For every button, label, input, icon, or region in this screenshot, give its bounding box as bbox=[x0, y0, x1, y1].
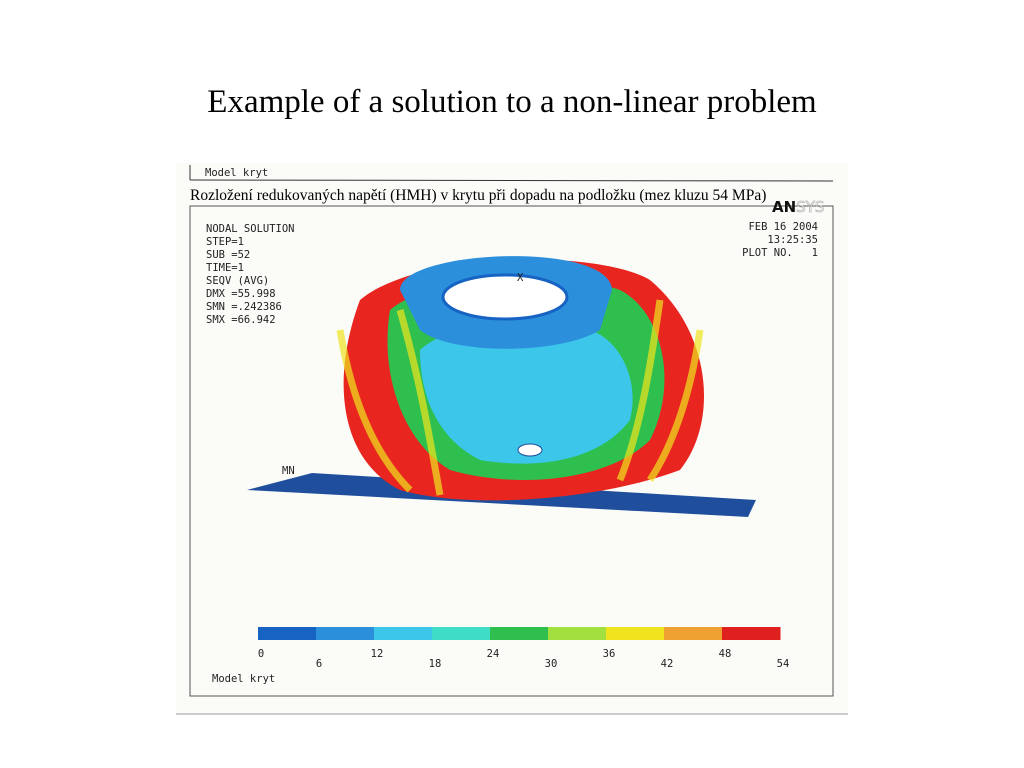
legend-label: 54 bbox=[777, 658, 790, 670]
legend-label: 42 bbox=[661, 658, 674, 670]
legend-label: 30 bbox=[545, 658, 558, 670]
top-hole bbox=[441, 273, 569, 321]
info-line: SMN =.242386 bbox=[206, 301, 282, 313]
legend-label: 48 bbox=[719, 648, 732, 660]
color-segment bbox=[432, 627, 491, 640]
body-zone bbox=[420, 324, 633, 464]
legend-label: 12 bbox=[371, 648, 384, 660]
logo-part: SYS bbox=[796, 198, 824, 216]
info-line: SMX =66.942 bbox=[206, 314, 276, 326]
bottom-hole bbox=[517, 443, 543, 457]
color-segment bbox=[606, 627, 665, 640]
logo: ANSYS bbox=[772, 198, 824, 216]
axis-label: X bbox=[517, 272, 524, 284]
date: FEB 16 2004 bbox=[748, 221, 818, 233]
color-legend: 0 6 12 18 24 30 36 42 48 54 bbox=[258, 627, 789, 670]
time: 13:25:35 bbox=[767, 234, 818, 246]
plot-frame bbox=[189, 205, 834, 697]
header-label: Model kryt bbox=[205, 167, 268, 179]
info-line: SEQV (AVG) bbox=[206, 275, 269, 287]
legend-label: 24 bbox=[487, 648, 500, 660]
legend-label: 36 bbox=[603, 648, 616, 660]
footer-label: Model kryt bbox=[212, 673, 275, 685]
color-segment bbox=[490, 627, 549, 640]
body-rib bbox=[336, 299, 704, 496]
color-segment bbox=[374, 627, 433, 640]
rule bbox=[189, 179, 834, 182]
caption: Rozložení redukovaných napětí (HMH) v kr… bbox=[190, 187, 766, 204]
color-segment bbox=[316, 627, 375, 640]
color-segment bbox=[722, 627, 781, 640]
legend-label: 18 bbox=[429, 658, 442, 670]
legend-label: 0 bbox=[258, 648, 264, 660]
logo-part: AN bbox=[772, 198, 796, 216]
info-line: DMX =55.998 bbox=[206, 288, 276, 300]
info-line: SUB =52 bbox=[206, 249, 250, 261]
info-line: NODAL SOLUTION bbox=[206, 223, 295, 235]
figure: Model kryt Rozložení redukovaných napětí… bbox=[176, 163, 848, 715]
info-line: STEP=1 bbox=[206, 236, 244, 248]
info-line: TIME=1 bbox=[206, 262, 244, 274]
color-segment bbox=[664, 627, 723, 640]
min-label: MN bbox=[282, 465, 295, 477]
legend-label: 6 bbox=[316, 658, 322, 670]
color-segment bbox=[548, 627, 607, 640]
color-segment bbox=[258, 627, 317, 640]
plot-number: PLOT NO. 1 bbox=[742, 247, 818, 259]
slide-title: Example of a solution to a non-linear pr… bbox=[207, 84, 817, 120]
